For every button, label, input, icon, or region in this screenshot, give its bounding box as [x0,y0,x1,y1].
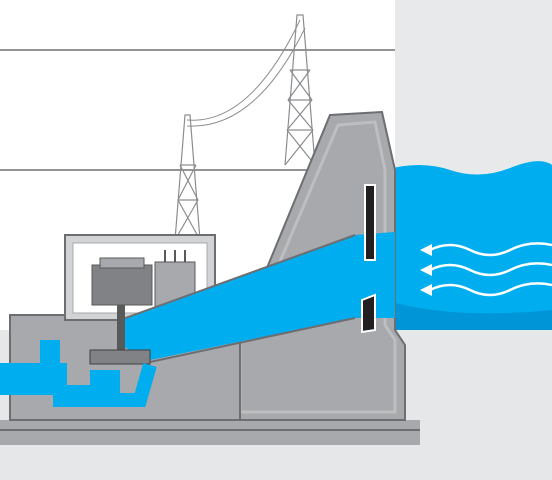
gate [364,184,376,261]
generator-top [99,257,145,269]
tower-brace [287,69,311,101]
foundation [0,420,420,445]
penstock [120,232,395,360]
tower-brace [177,164,197,201]
flow-wave [429,282,552,297]
tower-brace [286,129,316,166]
cable [186,27,306,127]
flow-arrows [429,242,552,297]
tower-brace [177,199,201,241]
flow-wave [429,262,552,277]
tower-frame [284,14,316,166]
generator [91,264,153,306]
turbine [89,349,151,365]
tower-brace [284,129,314,166]
tower-brace [179,164,199,201]
tower-brace [286,99,313,131]
arrow-heads [420,244,432,296]
shaft [117,305,125,355]
tower-frame [174,114,201,241]
tower-brace [174,199,199,241]
penstock-wall [119,234,356,321]
penstock-wall [149,317,356,363]
back-panel [395,0,552,175]
reservoir [385,161,552,325]
cable [186,19,301,121]
gate [361,293,376,334]
flow-wave [429,242,552,257]
tailrace [0,363,157,407]
reservoir-deep [385,300,552,330]
tower-brace [289,69,313,101]
small-tower [174,114,201,241]
large-tower [284,14,316,166]
tower-brace [287,99,314,131]
